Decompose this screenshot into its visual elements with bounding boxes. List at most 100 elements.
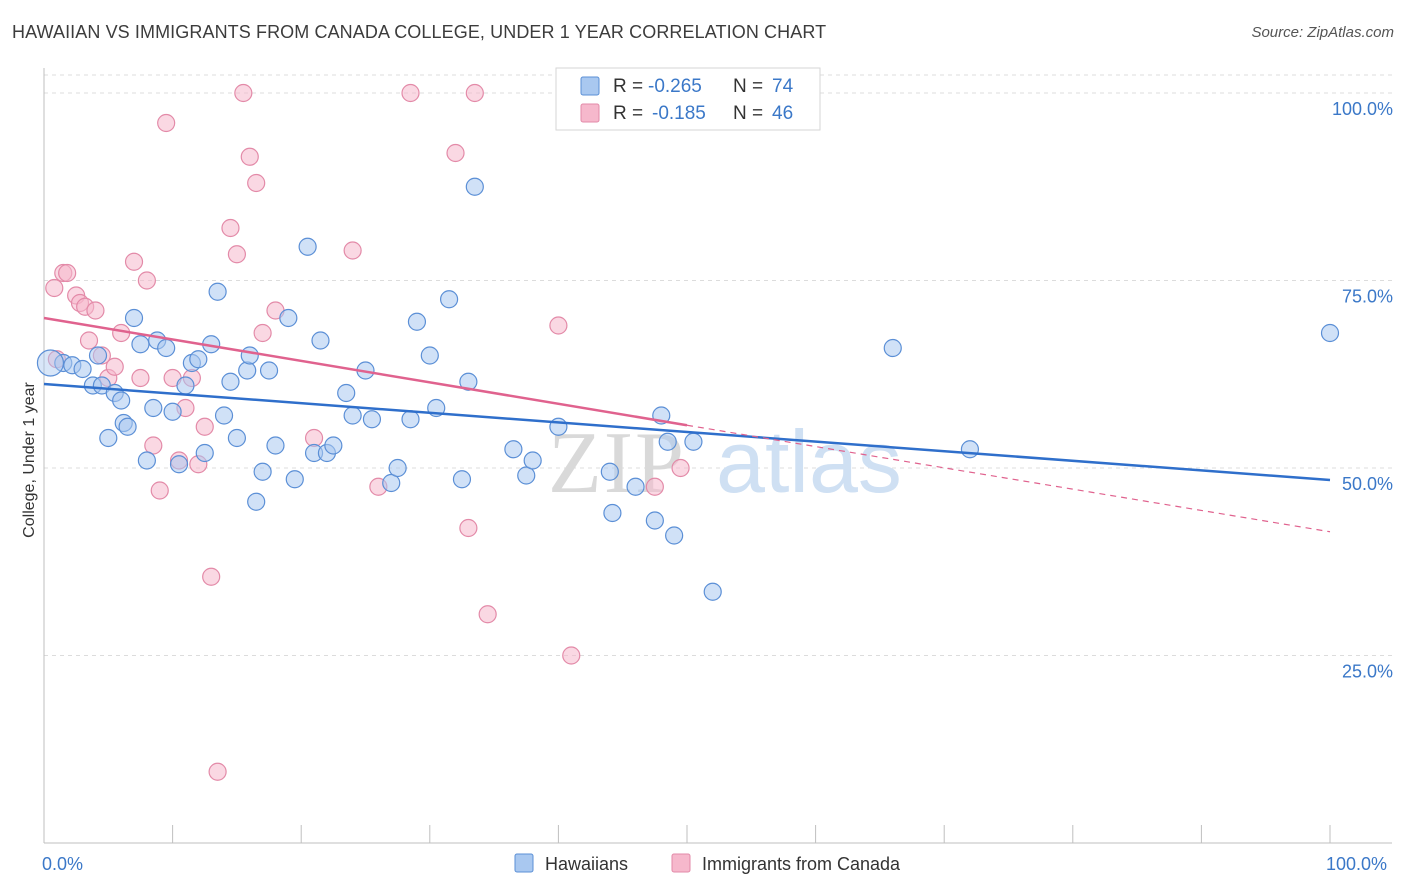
point-canada (645, 477, 664, 496)
point-hawaiians (1320, 323, 1340, 343)
point-hawaiians (523, 451, 542, 470)
point-hawaiians (960, 440, 980, 459)
x-tick-label-max: 100.0% (1326, 854, 1387, 874)
point-hawaiians (176, 376, 195, 395)
point-hawaiians (362, 410, 382, 429)
legend-n-value-hawaiians: 74 (772, 76, 794, 97)
point-canada (208, 762, 227, 781)
point-hawaiians (517, 466, 536, 485)
svg-text:atlas: atlas (716, 412, 902, 511)
point-hawaiians (144, 398, 163, 418)
series-legend: Hawaiians Immigrants from Canada (514, 853, 901, 874)
point-hawaiians (645, 511, 664, 530)
stats-legend: R = -0.265 N = 74 R = -0.185 N = 46 (555, 67, 821, 131)
point-canada (671, 458, 690, 478)
point-canada (465, 83, 484, 103)
point-canada (221, 218, 240, 238)
point-hawaiians (247, 492, 266, 511)
y-tick-label-100: 100.0% (1332, 99, 1393, 119)
point-hawaiians (240, 346, 259, 365)
point-hawaiians (388, 458, 407, 478)
point-canada (105, 357, 124, 376)
point-hawaiians (137, 451, 156, 470)
point-canada (124, 252, 144, 271)
point-hawaiians (253, 462, 272, 481)
point-hawaiians (214, 406, 234, 425)
point-canada (459, 518, 478, 538)
point-hawaiians (465, 177, 484, 196)
point-hawaiians (189, 350, 208, 369)
point-canada (58, 263, 77, 283)
point-hawaiians (420, 346, 439, 365)
point-hawaiians (279, 308, 298, 328)
axes (43, 68, 1392, 844)
point-hawaiians (298, 237, 317, 256)
point-hawaiians (626, 477, 645, 496)
point-hawaiians (238, 361, 257, 380)
point-hawaiians (88, 346, 108, 365)
point-hawaiians (208, 282, 227, 301)
point-hawaiians (600, 462, 619, 481)
legend-r-label-canada: R = (613, 103, 643, 124)
point-hawaiians (603, 503, 622, 523)
point-hawaiians (259, 361, 279, 380)
point-hawaiians (684, 432, 703, 451)
legend-n-label-canada: N = (733, 103, 763, 124)
bottom-legend-swatch-hawaiians (514, 853, 534, 873)
point-canada (195, 417, 214, 436)
point-hawaiians (221, 372, 240, 391)
point-hawaiians (266, 436, 285, 455)
x-tick-label-min: 0.0% (42, 854, 83, 874)
point-canada (227, 245, 246, 264)
y-axis-label: College, Under 1 year (21, 382, 38, 538)
source-label: Source: ZipAtlas.com (1251, 24, 1394, 41)
point-hawaiians (452, 470, 472, 489)
point-hawaiians (439, 290, 459, 309)
point-hawaiians (73, 359, 92, 379)
point-hawaiians (407, 312, 427, 331)
point-canada (150, 481, 169, 500)
point-hawaiians (703, 582, 722, 601)
bottom-legend-label-canada: Immigrants from Canada (702, 854, 901, 874)
point-hawaiians (459, 372, 478, 391)
point-canada (45, 278, 64, 298)
point-canada (137, 271, 156, 290)
legend-n-value-canada: 46 (772, 103, 793, 124)
point-hawaiians (337, 383, 356, 403)
y-tick-labels: 25.0% 50.0% 75.0% 100.0% (1332, 99, 1393, 682)
trend-lines (43, 316, 1331, 533)
point-canada (343, 241, 362, 260)
point-canada (478, 605, 497, 624)
point-hawaiians (131, 335, 150, 354)
trend-line-canada (43, 316, 688, 427)
point-hawaiians (382, 473, 401, 493)
point-canada (401, 83, 420, 103)
point-canada (549, 316, 568, 335)
point-canada (202, 567, 221, 586)
point-hawaiians-cluster (36, 349, 65, 377)
y-tick-label-75: 75.0% (1342, 287, 1393, 307)
point-hawaiians (665, 526, 684, 545)
point-canada (157, 113, 176, 133)
point-canada (86, 301, 105, 320)
point-hawaiians (112, 391, 131, 410)
point-hawaiians (195, 443, 214, 463)
point-canada (446, 143, 465, 163)
point-hawaiians (157, 338, 176, 358)
point-canada (247, 173, 266, 193)
point-hawaiians (118, 417, 137, 436)
legend-r-label-hawaiians: R = (613, 76, 643, 97)
legend-n-label-hawaiians: N = (733, 76, 763, 97)
chart-title: HAWAIIAN VS IMMIGRANTS FROM CANADA COLLE… (12, 22, 827, 42)
point-hawaiians (324, 436, 343, 455)
point-canada (234, 83, 253, 103)
point-hawaiians (124, 308, 144, 328)
point-canada (240, 147, 259, 166)
point-hawaiians (883, 338, 902, 358)
point-hawaiians (343, 406, 362, 425)
point-hawaiians (169, 455, 189, 474)
point-hawaiians (99, 428, 118, 448)
point-hawaiians (401, 410, 420, 429)
legend-swatch-hawaiians (580, 76, 600, 96)
